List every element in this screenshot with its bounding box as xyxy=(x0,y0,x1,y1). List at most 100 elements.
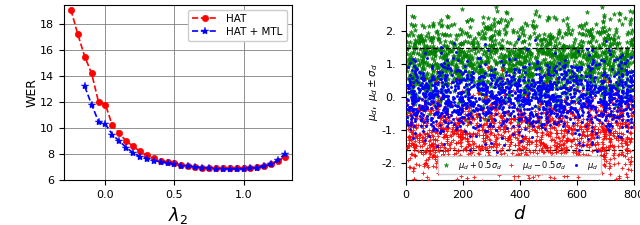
$\mu_d - 0.5\sigma_d$ xyxy=(618,144,628,148)
$\mu_d$ xyxy=(622,70,632,74)
$\mu_d$ xyxy=(460,106,470,110)
$\mu_d - 0.5\sigma_d$ xyxy=(489,101,499,104)
$\mu_d$ xyxy=(449,97,459,101)
$\mu_d - 0.5\sigma_d$ xyxy=(463,152,473,156)
$\mu_d + 0.5\sigma_d$ xyxy=(528,84,538,88)
$\mu_d$ xyxy=(532,59,542,62)
$\mu_d$ xyxy=(403,86,413,90)
$\mu_d + 0.5\sigma_d$ xyxy=(566,76,577,80)
$\mu_d$ xyxy=(544,107,554,110)
$\mu_d + 0.5\sigma_d$ xyxy=(483,80,493,84)
$\mu_d - 0.5\sigma_d$ xyxy=(623,123,633,126)
$\mu_d + 0.5\sigma_d$ xyxy=(460,54,470,58)
$\mu_d$ xyxy=(463,92,473,95)
$\mu_d$ xyxy=(551,114,561,117)
$\mu_d + 0.5\sigma_d$ xyxy=(458,56,468,60)
$\mu_d + 0.5\sigma_d$ xyxy=(443,64,453,68)
$\mu_d + 0.5\sigma_d$ xyxy=(429,79,440,83)
$\mu_d - 0.5\sigma_d$ xyxy=(516,115,526,118)
$\mu_d - 0.5\sigma_d$ xyxy=(431,145,441,148)
$\mu_d + 0.5\sigma_d$ xyxy=(539,81,549,84)
$\mu_d + 0.5\sigma_d$ xyxy=(419,68,429,71)
$\mu_d - 0.5\sigma_d$ xyxy=(613,144,623,148)
$\mu_d + 0.5\sigma_d$ xyxy=(445,70,456,74)
$\mu_d - 0.5\sigma_d$ xyxy=(460,117,470,120)
$\mu_d - 0.5\sigma_d$ xyxy=(479,155,490,158)
$\mu_d$ xyxy=(598,100,608,104)
$\mu_d + 0.5\sigma_d$ xyxy=(441,54,451,57)
$\mu_d + 0.5\sigma_d$ xyxy=(454,75,465,79)
$\mu_d$ xyxy=(453,91,463,94)
$\mu_d$ xyxy=(444,102,454,106)
$\mu_d - 0.5\sigma_d$ xyxy=(512,148,522,152)
$\mu_d$ xyxy=(507,105,517,109)
$\mu_d + 0.5\sigma_d$ xyxy=(469,62,479,66)
$\mu_d - 0.5\sigma_d$ xyxy=(625,106,636,110)
$\mu_d - 0.5\sigma_d$ xyxy=(438,135,448,139)
$\mu_d - 0.5\sigma_d$ xyxy=(486,116,497,119)
$\mu_d - 0.5\sigma_d$ xyxy=(465,154,476,158)
$\mu_d + 0.5\sigma_d$ xyxy=(460,54,470,57)
$\mu_d - 0.5\sigma_d$ xyxy=(521,155,531,159)
$\mu_d + 0.5\sigma_d$ xyxy=(570,55,580,59)
$\mu_d + 0.5\sigma_d$ xyxy=(419,47,429,50)
$\mu_d + 0.5\sigma_d$ xyxy=(500,53,510,56)
$\mu_d$ xyxy=(518,79,528,82)
$\mu_d$ xyxy=(595,87,605,91)
$\mu_d - 0.5\sigma_d$ xyxy=(603,119,613,123)
$\mu_d - 0.5\sigma_d$ xyxy=(621,144,632,147)
$\mu_d$ xyxy=(605,52,615,56)
Line: HAT: HAT xyxy=(68,7,288,171)
$\mu_d$ xyxy=(484,106,495,110)
$\mu_d - 0.5\sigma_d$ xyxy=(532,173,543,177)
$\mu_d$ xyxy=(522,48,532,51)
$\mu_d + 0.5\sigma_d$ xyxy=(482,79,492,83)
$\mu_d$ xyxy=(552,112,562,115)
$\mu_d + 0.5\sigma_d$ xyxy=(485,72,495,76)
$\mu_d$ xyxy=(561,86,572,90)
$\mu_d$ xyxy=(597,74,607,77)
$\mu_d - 0.5\sigma_d$ xyxy=(591,147,601,151)
$\mu_d$ xyxy=(422,119,432,123)
$\mu_d + 0.5\sigma_d$ xyxy=(463,77,474,80)
$\mu_d + 0.5\sigma_d$ xyxy=(544,41,554,44)
$\mu_d$ xyxy=(442,107,452,111)
$\mu_d$ xyxy=(493,90,503,93)
$\mu_d$ xyxy=(441,94,451,98)
$\mu_d$ xyxy=(554,109,564,112)
$\mu_d$ xyxy=(403,90,413,94)
$\mu_d$ xyxy=(625,95,636,99)
$\mu_d + 0.5\sigma_d$ xyxy=(461,78,472,82)
$\mu_d - 0.5\sigma_d$ xyxy=(438,150,448,153)
$\mu_d - 0.5\sigma_d$ xyxy=(594,121,604,124)
$\mu_d - 0.5\sigma_d$ xyxy=(480,131,490,135)
$\mu_d$ xyxy=(582,87,592,91)
$\mu_d + 0.5\sigma_d$ xyxy=(467,45,477,49)
$\mu_d - 0.5\sigma_d$ xyxy=(478,139,488,142)
$\mu_d + 0.5\sigma_d$ xyxy=(520,47,531,50)
$\mu_d + 0.5\sigma_d$ xyxy=(468,68,479,71)
$\mu_d + 0.5\sigma_d$ xyxy=(618,57,628,61)
$\mu_d$ xyxy=(539,86,549,90)
HAT xyxy=(226,167,234,170)
$\mu_d + 0.5\sigma_d$ xyxy=(403,66,413,69)
$\mu_d - 0.5\sigma_d$ xyxy=(569,128,579,131)
$\mu_d$ xyxy=(475,56,485,60)
$\mu_d - 0.5\sigma_d$ xyxy=(487,102,497,106)
$\mu_d$ xyxy=(546,109,556,113)
$\mu_d$ xyxy=(623,114,633,117)
$\mu_d$ xyxy=(559,108,570,111)
$\mu_d$ xyxy=(593,114,604,117)
$\mu_d - 0.5\sigma_d$ xyxy=(608,153,618,156)
$\mu_d + 0.5\sigma_d$ xyxy=(465,104,475,108)
$\mu_d - 0.5\sigma_d$ xyxy=(598,153,609,157)
$\mu_d + 0.5\sigma_d$ xyxy=(577,44,587,47)
$\mu_d$ xyxy=(562,80,572,83)
$\mu_d$ xyxy=(461,83,472,87)
$\mu_d$ xyxy=(464,96,474,100)
$\mu_d - 0.5\sigma_d$ xyxy=(579,167,589,171)
$\mu_d - 0.5\sigma_d$ xyxy=(586,155,596,159)
$\mu_d - 0.5\sigma_d$ xyxy=(616,96,626,99)
$\mu_d + 0.5\sigma_d$ xyxy=(496,52,506,56)
$\mu_d$ xyxy=(617,118,627,122)
